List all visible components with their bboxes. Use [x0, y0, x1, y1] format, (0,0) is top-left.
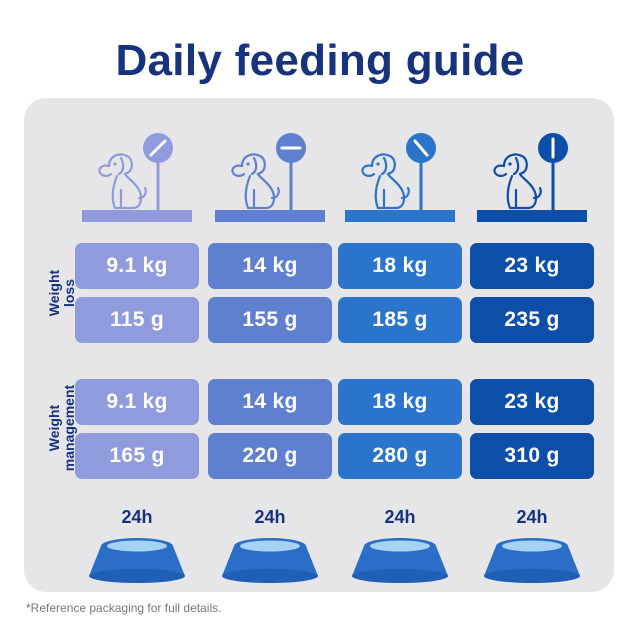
weight-loss-weight-cell: 9.1 kg [75, 243, 199, 289]
weight-management-amount-cell: 280 g [338, 433, 462, 479]
dog-on-scale-icon [338, 126, 462, 222]
bowl-duration-label: 24h [121, 507, 153, 527]
bowl-duration-label: 24h [254, 507, 286, 527]
weight-management-amount-cell: 310 g [470, 433, 594, 479]
weight-loss-weight-cell: 14 kg [208, 243, 332, 289]
weight-management-weight-cell: 23 kg [470, 379, 594, 425]
dog-on-scale-icon [470, 126, 594, 222]
weight-management-weight-cell: 9.1 kg [75, 379, 199, 425]
section-label-line: Weight [46, 404, 62, 452]
weight-loss-amount-cell: 115 g [75, 297, 199, 343]
feeding-guide-panel [24, 98, 614, 592]
weight-loss-amount-cell: 155 g [208, 297, 332, 343]
bowl-duration-label: 24h [384, 507, 416, 527]
weight-loss-weight-cell: 23 kg [470, 243, 594, 289]
weight-loss-amount-cell: 235 g [470, 297, 594, 343]
dog-on-scale-icon [75, 126, 199, 222]
bowl-duration-label: 24h [516, 507, 548, 527]
weight-loss-weight-cell: 18 kg [338, 243, 462, 289]
page-title: Daily feeding guide [115, 36, 525, 85]
weight-management-amount-cell: 165 g [75, 433, 199, 479]
food-bowl-icon [470, 528, 594, 584]
dog-on-scale-icon [208, 126, 332, 222]
weight-management-label: Weight management [46, 366, 77, 490]
weight-loss-label: Weight loss [46, 243, 77, 343]
section-label-line: Weight [46, 269, 62, 317]
food-bowl-icon [338, 528, 462, 584]
weight-management-amount-cell: 220 g [208, 433, 332, 479]
food-bowl-icon [75, 528, 199, 584]
food-bowl-icon [208, 528, 332, 584]
weight-management-weight-cell: 18 kg [338, 379, 462, 425]
weight-management-weight-cell: 14 kg [208, 379, 332, 425]
footnote: *Reference packaging for full details. [26, 601, 222, 615]
weight-loss-amount-cell: 185 g [338, 297, 462, 343]
